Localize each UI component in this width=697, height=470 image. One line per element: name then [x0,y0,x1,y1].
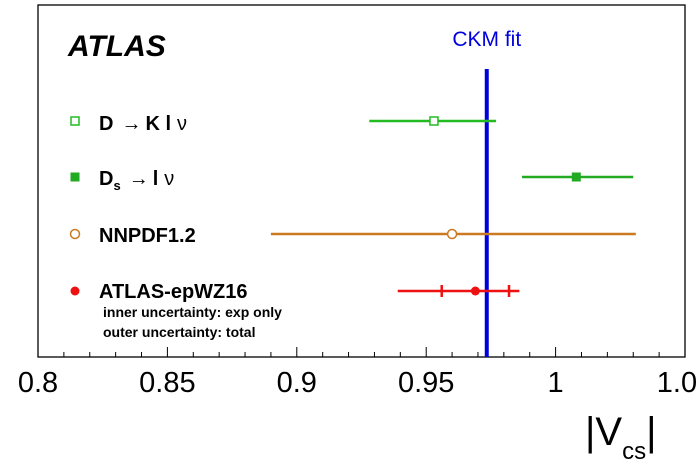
experiment-label: ATLAS [67,30,166,63]
data-marker [429,116,439,126]
outer-uncertainty-note: outer uncertainty: total [103,324,255,340]
legend-label-atlas-epwz16: ATLAS-epWZ16 [99,281,248,303]
x-tick-label: 1.05 [657,367,697,399]
x-tick-label: 1 [548,367,564,399]
legend-marker [70,172,80,182]
x-axis-title: |Vcs| [585,410,656,465]
data-marker [571,172,581,182]
data-points [270,116,636,297]
legend-label-ds-to-l: Ds → l ν [99,168,174,193]
x-tick-label: 0.85 [139,367,195,399]
x-tick-label: 0.95 [398,367,454,399]
legend-label-nnpdf: NNPDF1.2 [99,225,196,247]
data-marker [446,228,458,240]
legend-marker [70,286,80,296]
x-tick-label: 0.8 [18,367,58,399]
legend-marker [69,228,81,240]
x-tick-labels: 0.8 0.85 0.9 0.95 1 1.05 [18,367,697,399]
x-tick-label: 0.9 [277,367,317,399]
x-axis [37,347,686,357]
inner-uncertainty-note: inner uncertainty: exp only [103,304,282,320]
data-marker [470,286,480,296]
ckm-fit-label: CKM fit [452,28,521,51]
legend [69,116,81,296]
legend-marker [70,116,80,126]
plot-frame [37,4,686,358]
